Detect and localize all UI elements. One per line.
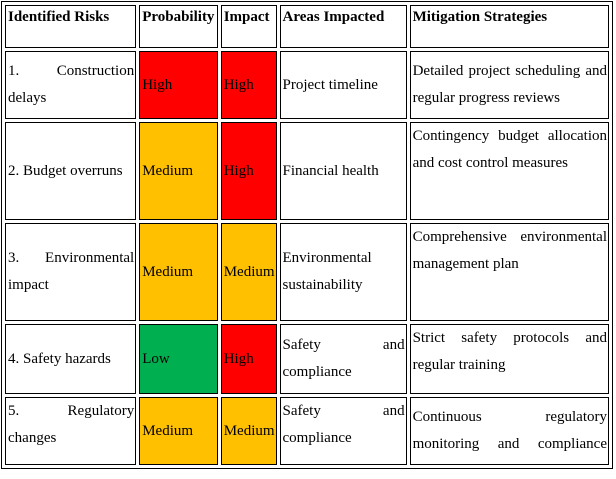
impact-cell: Medium bbox=[220, 397, 277, 465]
impact-cell: High bbox=[220, 122, 277, 220]
table-row: 1. Construction delays High High Project… bbox=[5, 51, 609, 119]
risk-cell: 1. Construction delays bbox=[5, 51, 137, 119]
table-row: 4. Safety hazards Low High Safety and co… bbox=[5, 324, 609, 394]
risk-cell: 2. Budget overruns bbox=[5, 122, 137, 220]
probability-cell: Low bbox=[139, 324, 218, 394]
area-cell: Safety and compliance bbox=[279, 397, 407, 465]
header-probability: Probability bbox=[139, 5, 218, 48]
header-mitigation-strategies: Mitigation Strategies bbox=[409, 5, 609, 48]
risk-table: Identified Risks Probability Impact Area… bbox=[1, 1, 613, 469]
header-identified-risks: Identified Risks bbox=[5, 5, 137, 48]
area-cell: Safety and compliance bbox=[279, 324, 407, 394]
mitigation-cell: Contingency budget allocation and cost c… bbox=[409, 122, 609, 220]
probability-cell: Medium bbox=[139, 223, 218, 321]
impact-cell: High bbox=[220, 51, 277, 119]
header-areas-impacted: Areas Impacted bbox=[279, 5, 407, 48]
table-row: 3. Environmental impact Medium Medium En… bbox=[5, 223, 609, 321]
area-cell: Environmental sustainability bbox=[279, 223, 407, 321]
mitigation-cell: Comprehensive environmental management p… bbox=[409, 223, 609, 321]
impact-cell: Medium bbox=[220, 223, 277, 321]
risk-cell: 4. Safety hazards bbox=[5, 324, 137, 394]
header-impact: Impact bbox=[220, 5, 277, 48]
probability-cell: High bbox=[139, 51, 218, 119]
risk-cell: 5. Regulatory changes bbox=[5, 397, 137, 465]
risk-cell: 3. Environmental impact bbox=[5, 223, 137, 321]
table-row: 2. Budget overruns Medium High Financial… bbox=[5, 122, 609, 220]
mitigation-cell: Continuous regulatory monitoring and com… bbox=[409, 397, 609, 465]
table-row: 5. Regulatory changes Medium Medium Safe… bbox=[5, 397, 609, 465]
area-cell: Financial health bbox=[279, 122, 407, 220]
probability-cell: Medium bbox=[139, 122, 218, 220]
impact-cell: High bbox=[220, 324, 277, 394]
header-row: Identified Risks Probability Impact Area… bbox=[5, 5, 609, 48]
mitigation-cell: Strict safety protocols and regular trai… bbox=[409, 324, 609, 394]
mitigation-cell: Detailed project scheduling and regular … bbox=[409, 51, 609, 119]
probability-cell: Medium bbox=[139, 397, 218, 465]
area-cell: Project timeline bbox=[279, 51, 407, 119]
